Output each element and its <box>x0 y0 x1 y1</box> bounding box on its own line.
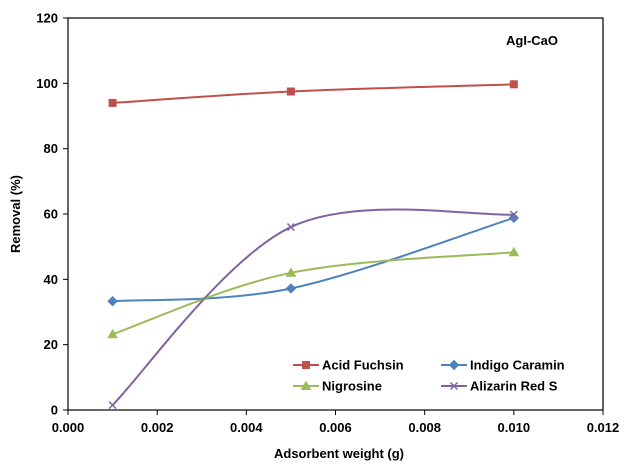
series-line-indigo-caramin <box>112 216 515 303</box>
legend-label-acid-fuchsin: Acid Fuchsin <box>322 358 404 373</box>
legend-marker-alizarin-red-s <box>449 381 459 391</box>
data-point-acid-fuchsin <box>509 80 518 89</box>
x-tick-label: 0.006 <box>319 420 352 435</box>
legend-label-alizarin-red-s: Alizarin Red S <box>470 379 558 394</box>
inset-label: AgI-CaO <box>506 33 558 48</box>
y-tick-label: 60 <box>44 207 58 222</box>
legend-label-indigo-caramin: Indigo Caramin <box>470 358 565 373</box>
legend: Acid Fuchsin Indigo Caramin Nigrosine Aliza… <box>293 358 565 394</box>
data-point-nigrosine <box>508 246 520 257</box>
x-tick-label: 0.002 <box>141 420 174 435</box>
data-point-indigo-caramin <box>285 283 297 294</box>
data-point-acid-fuchsin <box>286 87 295 96</box>
data-point-indigo-caramin <box>107 296 118 307</box>
y-tick-label: 0 <box>51 403 58 418</box>
legend-label-nigrosine: Nigrosine <box>322 379 382 394</box>
legend-marker-indigo-caramin <box>448 359 460 371</box>
series-line-acid-fuchsin <box>112 83 514 104</box>
y-tick-label: 20 <box>44 337 58 352</box>
x-axis-title: Adsorbent weight (g) <box>274 446 404 461</box>
data-point-nigrosine <box>285 267 297 277</box>
y-tick-label: 40 <box>44 272 58 287</box>
legend-marker-nigrosine <box>300 380 312 390</box>
y-tick-label: 80 <box>44 141 58 156</box>
data-point-alizarin-red-s <box>509 210 518 219</box>
data-point-nigrosine <box>107 328 118 339</box>
x-tick-label: 0.000 <box>52 420 85 435</box>
axis-ticks: 0.000 0.002 0.004 0.006 0.008 0.010 0.012 0 20 40… <box>36 11 619 436</box>
series-line-nigrosine <box>112 251 514 336</box>
data-point-alizarin-red-s <box>108 401 117 410</box>
x-tick-label: 0.008 <box>408 420 441 435</box>
legend-marker-acid-fuchsin <box>302 361 310 369</box>
y-tick-label: 120 <box>36 11 58 26</box>
series-lines <box>111 83 515 406</box>
series-markers <box>107 80 520 410</box>
data-point-acid-fuchsin <box>108 98 117 107</box>
x-tick-label: 0.004 <box>230 420 263 435</box>
data-point-indigo-caramin <box>508 212 520 224</box>
x-tick-label: 0.012 <box>587 420 620 435</box>
x-tick-label: 0.010 <box>498 420 531 435</box>
data-point-alizarin-red-s <box>286 223 295 232</box>
y-axis-title: Removal (%) <box>8 175 23 253</box>
y-tick-label: 100 <box>36 76 58 91</box>
